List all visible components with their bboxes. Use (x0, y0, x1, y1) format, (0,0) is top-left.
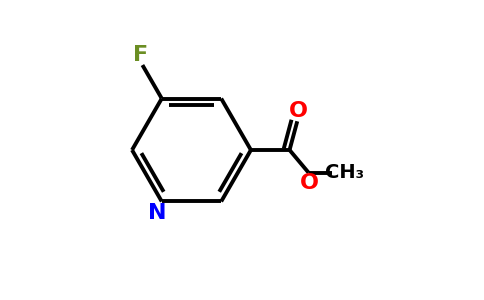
Text: O: O (289, 101, 308, 121)
Text: CH₃: CH₃ (325, 163, 364, 182)
Text: N: N (148, 203, 166, 224)
Text: O: O (300, 173, 319, 193)
Text: F: F (134, 45, 149, 65)
